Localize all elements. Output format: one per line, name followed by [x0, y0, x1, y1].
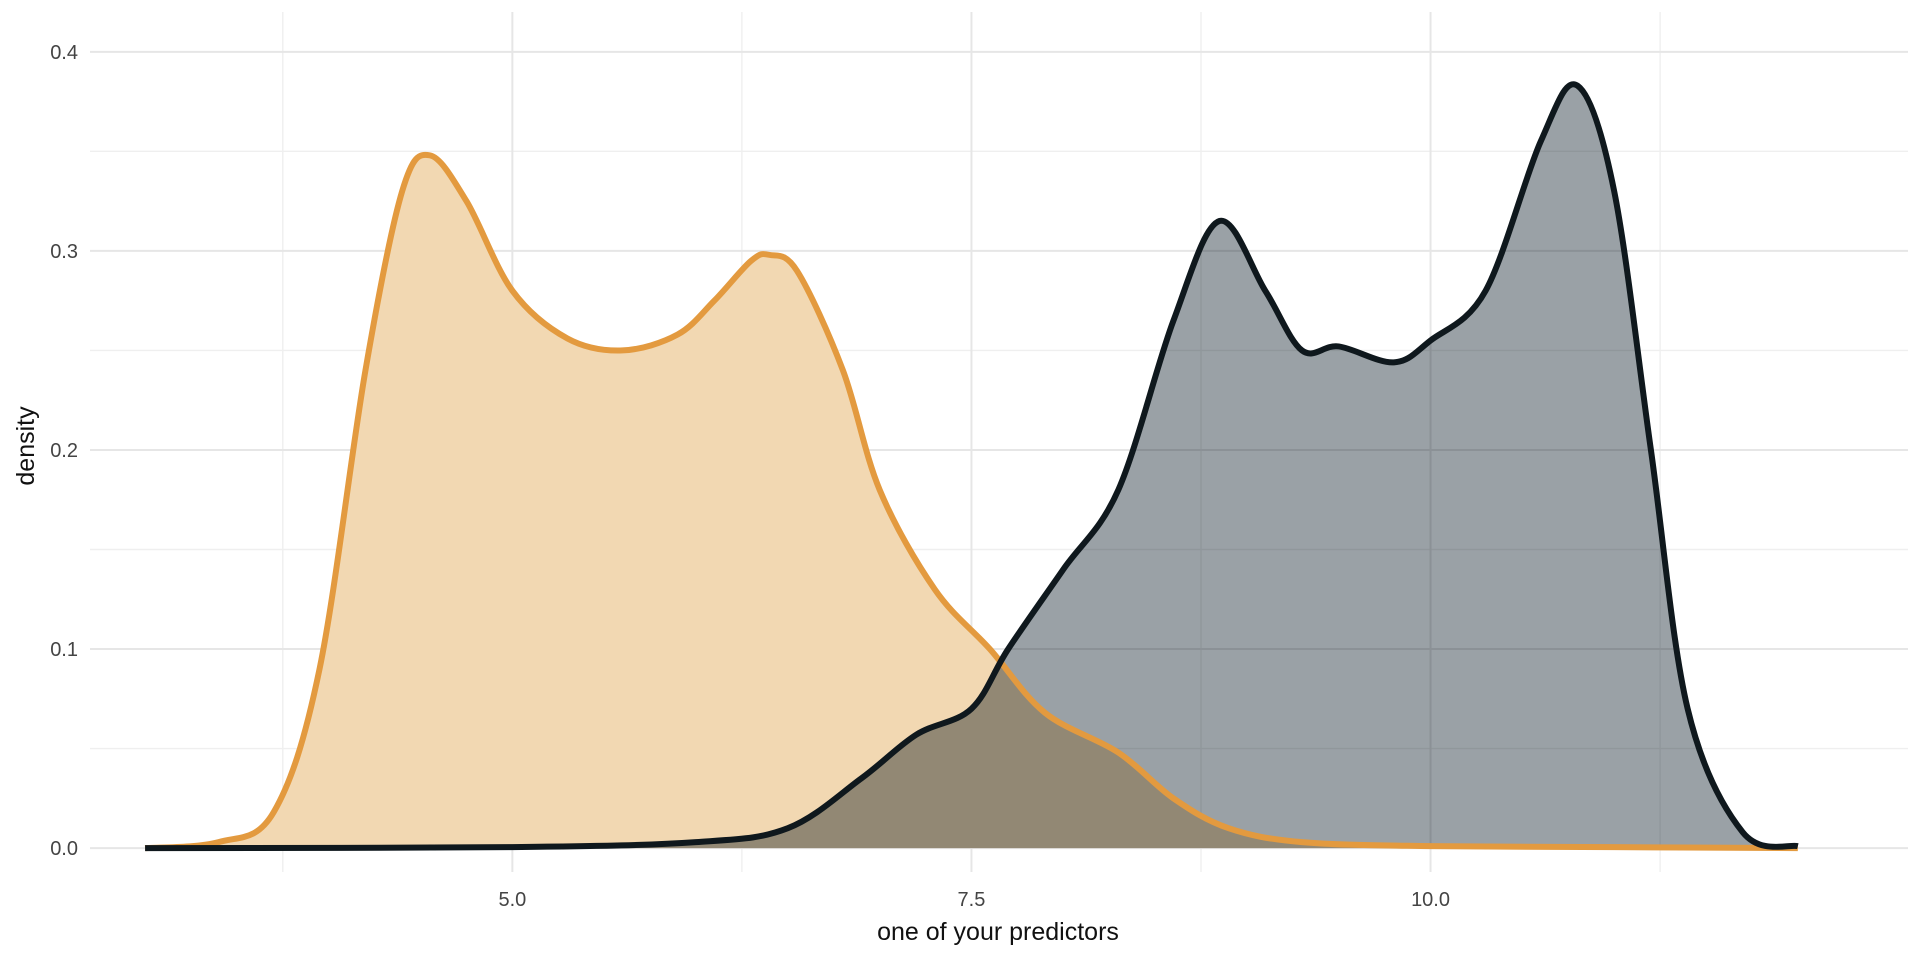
density-line-2 — [145, 81, 1799, 852]
x-tick-label: 5.0 — [498, 889, 526, 911]
y-tick-label: 0.2 — [50, 440, 78, 462]
y-tick-label: 0.4 — [50, 42, 78, 64]
y-tick-label: 0.1 — [50, 639, 78, 661]
x-tick-label: 10.0 — [1411, 889, 1450, 911]
density-areas — [145, 84, 1798, 849]
y-tick-label: 0.3 — [50, 241, 78, 263]
y-axis-title: density — [12, 406, 40, 486]
y-axis-ticks: 0.0 0.1 0.2 0.3 0.4 — [50, 42, 78, 860]
density-area-1 — [145, 154, 1798, 849]
density-area-2 — [145, 84, 1798, 849]
density-line-1 — [144, 151, 1798, 852]
x-tick-label: 7.5 — [958, 889, 986, 911]
y-tick-label: 0.0 — [50, 838, 78, 860]
density-lines — [144, 81, 1799, 852]
x-axis-ticks: 5.0 7.5 10.0 — [498, 889, 1450, 911]
x-axis-title: one of your predictors — [877, 918, 1119, 946]
